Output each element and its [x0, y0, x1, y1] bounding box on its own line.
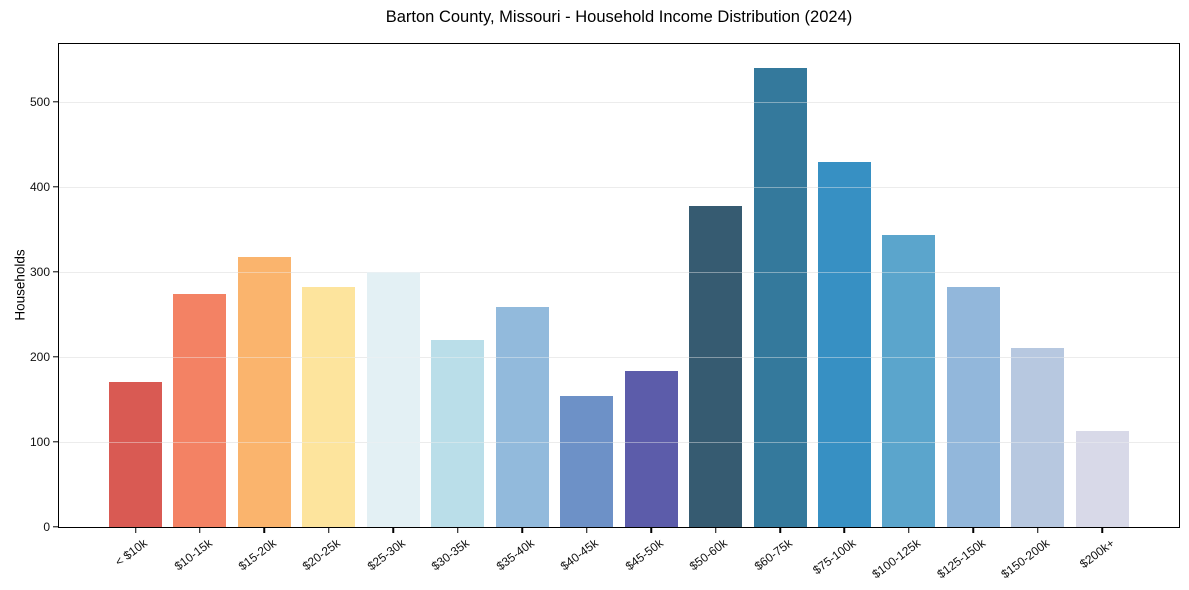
x-tick-label: < $10k — [112, 536, 150, 570]
bar-slot: $150-200k — [999, 44, 1065, 581]
y-axis-label: Households — [12, 249, 28, 321]
plot-area: < $10k $10-15k $15-20k $20-25k $25-30k $30-35… — [30, 43, 1180, 581]
bar-slot: $35-40k — [494, 44, 549, 573]
bars-container: < $10k $10-15k $15-20k $20-25k $25-30k $30-35… — [59, 44, 1179, 581]
bar-slot: $25-30k — [365, 44, 420, 573]
bar-slot: $200k+ — [1075, 44, 1129, 571]
bar — [495, 306, 549, 527]
y-tick-label: 100 — [29, 434, 50, 449]
bar — [1011, 348, 1065, 527]
y-tick-label: 300 — [29, 264, 50, 279]
bar-slot: $20-25k — [300, 44, 356, 573]
x-tick-mark — [972, 527, 975, 533]
x-tick-mark — [779, 527, 781, 533]
gridlines-under — [59, 44, 1179, 527]
bar — [689, 205, 743, 527]
bar-slot: $30-35k — [429, 44, 485, 573]
y-tick-mark — [53, 356, 59, 358]
bar-slot: $75-100k — [811, 44, 871, 577]
bar — [366, 271, 420, 527]
x-tick-label: $30-35k — [429, 536, 473, 574]
y-tick-mark — [53, 526, 59, 528]
x-tick-mark — [1101, 527, 1104, 533]
x-tick-mark — [263, 527, 266, 533]
bar — [946, 287, 1000, 527]
x-tick-mark — [392, 527, 395, 533]
x-tick-mark — [908, 527, 910, 533]
x-tick-mark — [457, 527, 459, 533]
x-tick-mark — [843, 527, 846, 533]
x-tick-label: $75-100k — [810, 536, 859, 578]
x-tick-label: $150-200k — [998, 536, 1053, 582]
bar-slot: $15-20k — [236, 44, 291, 573]
y-tick-mark — [53, 101, 59, 103]
x-tick-label: $50-60k — [686, 536, 731, 574]
bar — [753, 67, 807, 527]
bar — [173, 294, 227, 527]
bar — [431, 339, 485, 527]
x-tick-label: $40-45k — [558, 536, 602, 574]
bar — [237, 256, 291, 527]
bar — [882, 235, 936, 527]
bar — [817, 162, 871, 527]
x-tick-mark — [650, 527, 652, 533]
gridline — [59, 101, 1179, 103]
x-tick-mark — [134, 527, 137, 533]
x-tick-mark — [585, 527, 588, 533]
x-tick-label: $35-40k — [493, 536, 537, 574]
y-tick-label: 500 — [29, 94, 50, 109]
y-tick-mark — [53, 186, 59, 188]
bar-slot: < $10k — [109, 44, 162, 569]
x-tick-label: $25-30k — [364, 536, 408, 574]
bar — [560, 396, 614, 527]
y-tick-mark — [53, 271, 59, 273]
x-tick-label: $200k+ — [1076, 536, 1117, 572]
x-tick-label: $100-125k — [869, 536, 924, 582]
x-tick-mark — [199, 527, 201, 533]
y-tick-label: 400 — [29, 179, 50, 194]
x-tick-mark — [714, 527, 717, 533]
bar-slot: $100-125k — [870, 44, 936, 581]
bar-slot: $50-60k — [687, 44, 743, 573]
bar — [302, 287, 356, 527]
x-tick-mark — [1037, 527, 1039, 533]
x-tick-label: $20-25k — [300, 536, 344, 574]
bar-slot: $40-45k — [558, 44, 614, 573]
gridline — [59, 271, 1179, 273]
y-tick-label: 200 — [29, 349, 50, 364]
x-tick-label: $15-20k — [235, 536, 279, 574]
x-tick-label: $125-150k — [934, 536, 988, 582]
x-tick-label: $10-15k — [171, 536, 215, 574]
y-tick-mark — [53, 441, 59, 443]
gridline — [59, 441, 1179, 444]
gridline — [59, 356, 1179, 359]
chart-title: Barton County, Missouri - Household Inco… — [385, 8, 853, 26]
x-tick-mark — [521, 527, 523, 533]
x-tick-mark — [328, 527, 330, 533]
gridline — [59, 186, 1179, 188]
bar — [1075, 430, 1129, 527]
bar-slot: $60-75k — [751, 44, 807, 573]
x-tick-label: $45-50k — [622, 536, 666, 574]
bar — [624, 370, 678, 527]
bar-slot: $125-150k — [934, 44, 1000, 581]
bar — [109, 382, 162, 527]
bar-slot: $10-15k — [171, 44, 227, 573]
bar-slot: $45-50k — [622, 44, 678, 573]
x-tick-label: $60-75k — [751, 536, 795, 574]
y-tick-label: 0 — [43, 520, 50, 534]
